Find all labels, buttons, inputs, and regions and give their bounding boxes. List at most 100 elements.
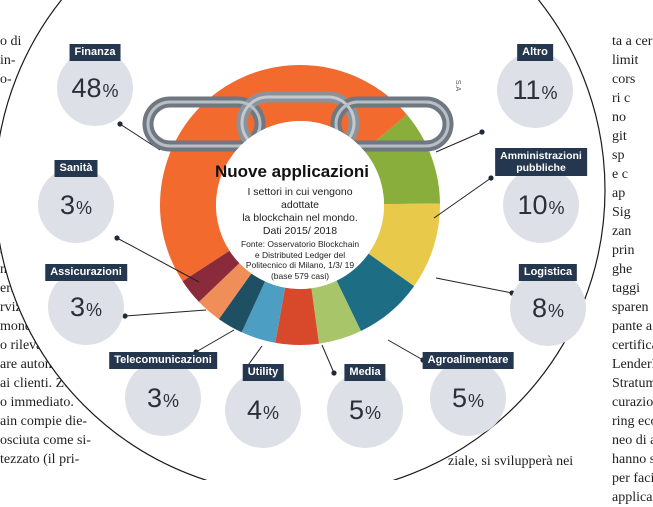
newsprint-line: certificar <box>612 338 653 353</box>
value-bubble: 4% <box>225 372 301 448</box>
value-bubble: 8% <box>510 270 586 346</box>
newsprint-line: ring economy, con <box>612 414 653 429</box>
category-label-line: Amministrazioni <box>500 150 582 162</box>
newsprint-line: osciuta come si- <box>0 433 91 448</box>
value-number: 5 <box>451 382 467 413</box>
value-number: 48 <box>71 72 102 103</box>
slice-media <box>275 287 320 345</box>
newsprint-line: LenderBot <box>612 357 653 372</box>
newsprint-line: o di <box>0 34 22 49</box>
value-bubble: 3% <box>125 360 201 436</box>
value-number: 8 <box>531 292 547 323</box>
category-label-line: Assicurazioni <box>50 266 122 278</box>
category-label: Agroalimentare <box>422 352 514 369</box>
value-number: 3 <box>146 382 162 413</box>
value-bubble: 5% <box>327 372 403 448</box>
value-unit: % <box>365 402 382 423</box>
leader-line <box>435 277 513 294</box>
category-label: Sanità <box>54 160 98 177</box>
value-unit: % <box>76 197 93 218</box>
newsprint-line: Sig <box>612 205 631 220</box>
value-bubble: 3% <box>48 269 124 345</box>
value-unit: % <box>102 80 119 101</box>
donut-hole <box>216 121 384 289</box>
source-line: (base 579 casi) <box>270 270 330 281</box>
newsprint-line: in- <box>0 53 16 68</box>
value-number: 4 <box>246 394 262 425</box>
subtitle-line: I settori in cui vengono adottate <box>247 186 353 211</box>
newsprint-line: ain compie die- <box>0 414 88 429</box>
category-label: Amministrazioni pubbliche <box>495 148 587 176</box>
category-label: Media <box>344 364 386 381</box>
newsprint-line: Stratumn, è <box>612 376 653 391</box>
value-number: 5 <box>348 394 364 425</box>
value-number: 11 <box>512 74 541 105</box>
category-label-line: Telecomunicazioni <box>114 354 212 366</box>
category-label-line: Logistica <box>523 266 573 278</box>
category-label-line: Media <box>349 366 381 378</box>
category-label: Logistica <box>518 264 578 281</box>
newsprint-line: sp <box>612 148 625 163</box>
value-unit: % <box>548 197 565 218</box>
chart-title: Nuove applicazioni <box>215 162 369 181</box>
value-bubble: 11% <box>497 52 573 128</box>
leader-dot <box>122 313 128 319</box>
category-label: Utility <box>242 364 284 381</box>
leader-line <box>435 131 483 153</box>
newsprint-line: git <box>612 129 627 144</box>
value-unit: % <box>86 299 103 320</box>
category-label: Finanza <box>69 44 121 61</box>
newsprint-line: ap <box>612 186 626 201</box>
newsprint-right-column: ta a cer limit cors ri c no git sp e c ap Sig zan p… <box>612 32 653 507</box>
slice-finanza <box>160 65 407 282</box>
category-label: Telecomunicazioni <box>109 352 217 369</box>
slice-utility <box>241 281 286 343</box>
chart-source: Fonte: Osservatorio Blockchain e Distribu… <box>240 239 360 281</box>
slice-agroalimentare <box>311 280 361 344</box>
newsprint-line: taggi <box>612 281 640 296</box>
newsprint-line: pante a <box>612 319 653 334</box>
leader-line <box>195 329 235 353</box>
value-bubble: 5% <box>430 360 506 436</box>
newsprint-line: limit <box>612 53 639 68</box>
slice-telecomunicazioni <box>218 273 266 333</box>
newsprint-line: no <box>612 110 626 125</box>
leader-dot <box>114 235 120 241</box>
leader-dot <box>331 370 337 376</box>
leader-dot <box>117 121 123 127</box>
newsprint-line: neo di appartamen <box>612 433 653 448</box>
value-unit: % <box>163 390 180 411</box>
newsprint-line: hanno sperimenta <box>612 452 653 467</box>
slice-altro <box>364 114 440 205</box>
chain-icon <box>142 91 454 155</box>
newsprint-line: ghe <box>612 262 633 277</box>
value-unit: % <box>541 82 558 103</box>
leader-line <box>433 177 492 219</box>
value-unit: % <box>263 402 280 423</box>
newsprint-line: cors <box>612 72 636 87</box>
value-number: 3 <box>59 189 75 220</box>
value-unit: % <box>548 300 565 321</box>
category-label: Assicurazioni <box>45 264 127 281</box>
category-label-line: Agroalimentare <box>427 354 509 366</box>
newsprint-line: prin <box>612 243 635 258</box>
category-label-line: Sanità <box>59 162 93 174</box>
value-unit: % <box>468 390 485 411</box>
value-number: 3 <box>69 291 85 322</box>
slice-sanit- <box>182 250 240 302</box>
category-label-line: pubbliche <box>516 162 566 174</box>
newsprint-line: o- <box>0 72 12 87</box>
newsprint-line: o immediato. <box>0 395 74 410</box>
category-label-line: Finanza <box>74 46 116 58</box>
credit: S.A <box>454 79 462 92</box>
newsprint-bottom-line: ziale, si svilupperà nei <box>448 454 574 469</box>
slice-amministrazioni-pubbliche <box>368 203 440 287</box>
leader-line <box>387 339 424 361</box>
value-number: 10 <box>517 189 548 220</box>
slice-logistica <box>336 253 415 332</box>
leader-line <box>321 344 335 374</box>
category-label-line: Utility <box>247 366 279 378</box>
subtitle-line: la blockchain nel mondo. <box>242 212 358 224</box>
leader-dot <box>488 175 494 181</box>
